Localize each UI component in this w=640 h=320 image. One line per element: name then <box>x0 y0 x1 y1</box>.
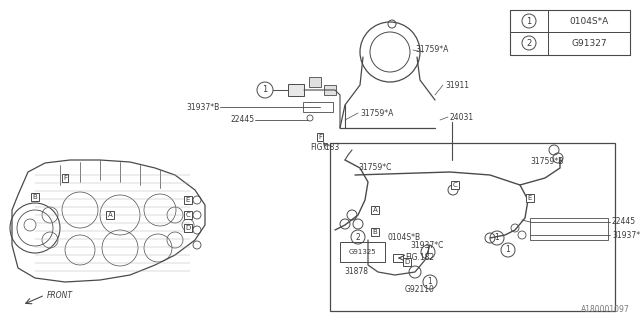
Text: A: A <box>372 207 378 213</box>
Text: 31878: 31878 <box>344 268 368 276</box>
Text: G92110: G92110 <box>405 285 435 294</box>
Bar <box>288 84 304 96</box>
Text: 0104S*A: 0104S*A <box>570 17 609 26</box>
Text: 1: 1 <box>495 234 499 243</box>
Bar <box>548 32 630 55</box>
Text: E: E <box>186 197 190 203</box>
Text: D: D <box>186 225 191 231</box>
Text: 31759*B: 31759*B <box>530 157 563 166</box>
Text: 31937*A: 31937*A <box>612 230 640 239</box>
Bar <box>530 218 608 240</box>
Bar <box>548 10 630 32</box>
Text: 1: 1 <box>506 245 510 254</box>
Text: 31759*A: 31759*A <box>415 45 449 54</box>
Bar <box>393 254 403 262</box>
Text: FRONT: FRONT <box>47 292 73 300</box>
Text: 31759*C: 31759*C <box>358 164 392 172</box>
Bar <box>309 77 321 87</box>
Text: 22445: 22445 <box>231 116 255 124</box>
Text: 31937*B: 31937*B <box>187 102 220 111</box>
Text: 31759*A: 31759*A <box>360 108 394 117</box>
Text: 2: 2 <box>356 233 360 242</box>
Text: A: A <box>108 212 113 218</box>
Text: 1: 1 <box>262 85 268 94</box>
Bar <box>510 10 548 32</box>
Text: B: B <box>33 194 37 200</box>
Text: 1: 1 <box>428 277 433 286</box>
Text: 31937*C: 31937*C <box>410 241 444 250</box>
Bar <box>340 242 385 262</box>
Text: 22445: 22445 <box>612 218 636 227</box>
Text: G91327: G91327 <box>571 38 607 47</box>
Text: FIG.182: FIG.182 <box>405 253 434 262</box>
Text: A180001097: A180001097 <box>581 306 630 315</box>
Text: 1: 1 <box>526 17 532 26</box>
Bar <box>510 10 630 55</box>
Bar <box>324 85 336 95</box>
Text: F: F <box>63 175 67 181</box>
Text: 0104S*B: 0104S*B <box>388 233 421 242</box>
Bar <box>330 143 615 311</box>
Text: C: C <box>186 212 190 218</box>
Text: F: F <box>318 134 322 140</box>
Text: C: C <box>452 182 458 188</box>
Text: B: B <box>372 229 378 235</box>
Text: 31911: 31911 <box>445 81 469 90</box>
Text: 24031: 24031 <box>450 113 474 122</box>
Bar <box>510 32 548 55</box>
Text: G91325: G91325 <box>348 249 376 255</box>
Text: 2: 2 <box>526 38 532 47</box>
Text: 1: 1 <box>426 247 430 257</box>
Text: FIG.183: FIG.183 <box>310 143 339 153</box>
Bar <box>303 102 333 112</box>
Text: D: D <box>404 259 410 265</box>
Text: E: E <box>528 195 532 201</box>
